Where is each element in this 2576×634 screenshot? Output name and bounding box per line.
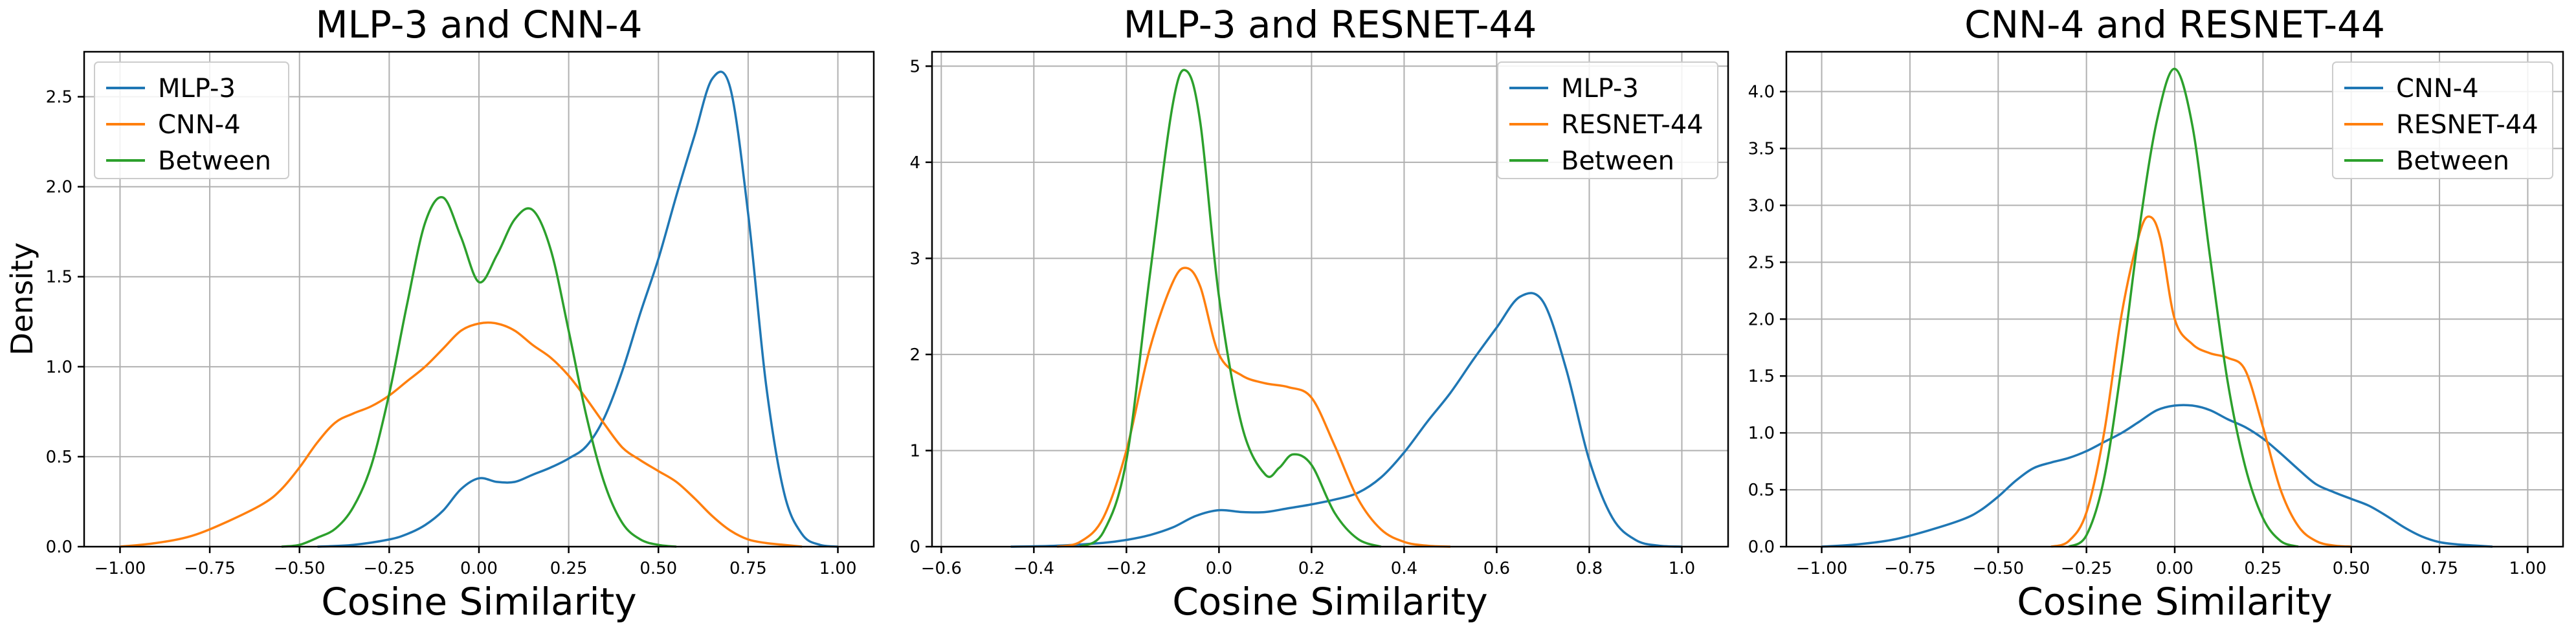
x-tick-label: −0.4 (1014, 559, 1054, 578)
y-tick-label: 1 (909, 441, 920, 461)
x-tick-label: 0.8 (1576, 559, 1603, 578)
x-tick-label: 1.00 (819, 559, 857, 578)
series-line-cnn-4 (1821, 404, 2493, 548)
legend-label: Between (2396, 146, 2509, 176)
y-tick-label: 2.0 (1748, 310, 1775, 329)
y-tick-label: 0 (909, 538, 920, 557)
legend-label: CNN-4 (2396, 74, 2479, 104)
legend: MLP-3 RESNET-44 Between (1497, 61, 1718, 179)
legend-label: MLP-3 (1561, 74, 1639, 104)
panel-3: −1.00 −0.75 −0.50 −0.25 0.00 0.25 0.50 0.75 1.00… (1748, 3, 2564, 624)
y-axis-label: Density (5, 243, 39, 356)
x-tick-label: −0.6 (921, 559, 962, 578)
legend-label: RESNET-44 (2396, 110, 2538, 140)
y-tick-label: 0.5 (46, 448, 72, 467)
x-tick-label: 0.75 (2421, 559, 2458, 578)
legend-box (94, 61, 289, 179)
x-tick-label: 0.6 (1483, 559, 1510, 578)
x-axis-label: Cosine Similarity (321, 580, 636, 624)
y-tick-label: 2.5 (1748, 253, 1775, 272)
x-tick-label: −0.50 (274, 559, 326, 578)
x-tick-label: 0.00 (460, 559, 498, 578)
x-tick-label: 1.00 (2509, 559, 2547, 578)
panel-title: MLP-3 and RESNET-44 (1124, 3, 1537, 47)
x-tick-label: 1.0 (1669, 559, 1695, 578)
series-line-cnn-4 (120, 321, 803, 548)
x-tick-label: 0.25 (2244, 559, 2282, 578)
x-tick-label: −0.75 (1884, 559, 1936, 578)
x-tick-label: 0.50 (639, 559, 677, 578)
y-tick-label: 4.0 (1748, 83, 1775, 102)
y-tick-label: 2.0 (46, 178, 72, 197)
y-tick-label: 0.5 (1748, 481, 1775, 500)
series-line-resnet-44 (2050, 215, 2351, 548)
y-tick-label: 2.5 (46, 88, 72, 107)
series-line-between (2068, 67, 2299, 548)
legend-label: RESNET-44 (1561, 110, 1704, 140)
legend-label: MLP-3 (158, 74, 236, 104)
y-tick-label: 0.0 (46, 538, 72, 557)
series-line-mlp-3 (317, 71, 838, 548)
x-axis-label: Cosine Similarity (2017, 580, 2332, 624)
legend: MLP-3 CNN-4 Between (94, 61, 289, 179)
x-tick-label: 0.0 (1206, 559, 1232, 578)
plot-frame (931, 50, 1729, 548)
y-tick-label: 5 (909, 57, 920, 76)
x-tick-label: 0.2 (1298, 559, 1325, 578)
panel-title: CNN-4 and RESNET-44 (1964, 3, 2385, 47)
x-tick-label: 0.75 (729, 559, 767, 578)
series-line-between (281, 196, 677, 548)
y-tick-label: 1.5 (46, 268, 72, 287)
panel-title: MLP-3 and CNN-4 (316, 3, 643, 47)
y-tick-label: 1.5 (1748, 367, 1775, 386)
panel-1: −1.00 −0.75 −0.50 −0.25 0.00 0.25 0.50 0.75 1.00… (5, 3, 875, 624)
x-tick-label: −0.50 (1972, 559, 2024, 578)
y-tick-label: 3.5 (1748, 139, 1775, 158)
x-axis-label: Cosine Similarity (1172, 580, 1487, 624)
y-tick-label: 1.0 (1748, 424, 1775, 443)
panel-2: −0.6 −0.4 −0.2 0.0 0.2 0.4 0.6 0.8 1.0 0 1 2 3 4 5 MLP… (909, 3, 1729, 624)
series-line-mlp-3 (1010, 292, 1682, 548)
legend: CNN-4 RESNET-44 Between (2332, 61, 2553, 179)
x-tick-label: −0.25 (364, 559, 416, 578)
x-tick-label: −0.2 (1106, 559, 1147, 578)
legend-label: Between (1561, 146, 1674, 176)
y-tick-label: 3 (909, 249, 920, 268)
series-line-between (1079, 69, 1382, 548)
y-tick-label: 4 (909, 153, 920, 173)
x-tick-label: −1.00 (94, 559, 146, 578)
y-tick-label: 3.0 (1748, 196, 1775, 215)
x-tick-label: −1.00 (1796, 559, 1848, 578)
y-tick-label: 1.0 (46, 358, 72, 377)
y-tick-label: 0.0 (1748, 538, 1775, 557)
x-tick-label: 0.4 (1391, 559, 1417, 578)
x-tick-label: 0.00 (2156, 559, 2193, 578)
legend-label: CNN-4 (158, 110, 241, 140)
x-tick-label: 0.25 (550, 559, 588, 578)
legend-box (2332, 61, 2553, 179)
x-tick-label: 0.50 (2333, 559, 2370, 578)
legend-box (1497, 61, 1718, 179)
legend-label: Between (158, 146, 271, 176)
y-tick-label: 2 (909, 345, 920, 365)
x-tick-label: −0.25 (2061, 559, 2113, 578)
x-tick-label: −0.75 (184, 559, 236, 578)
